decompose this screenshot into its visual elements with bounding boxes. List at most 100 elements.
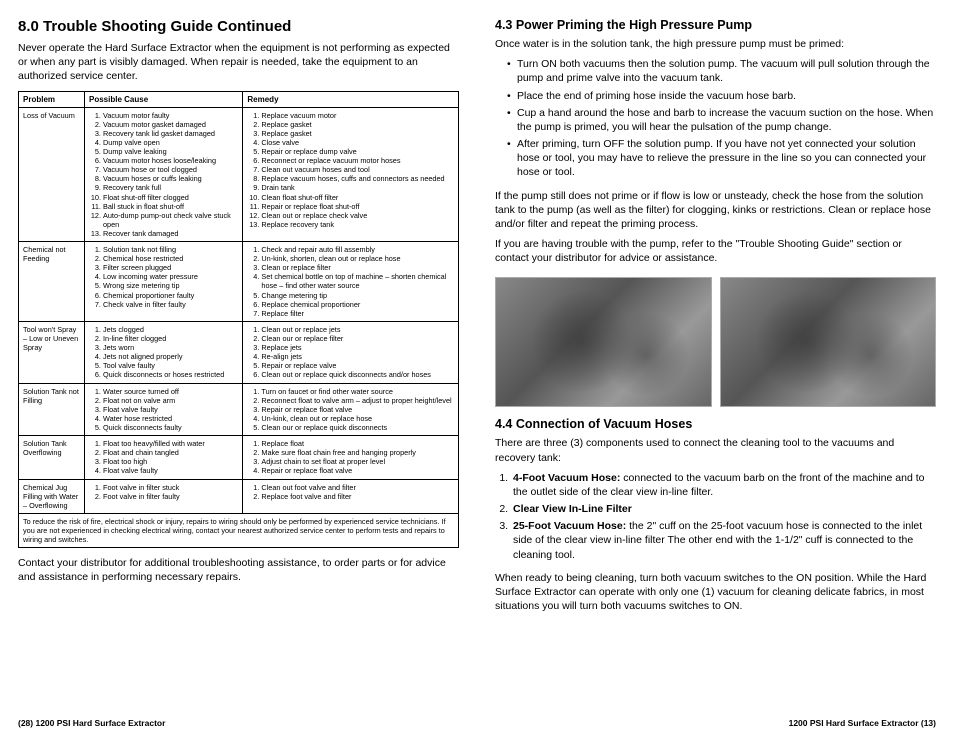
cause-item: Vacuum hose or tool clogged [103,165,238,174]
cell-problem: Solution Tank not Filling [19,383,85,436]
th-cause: Possible Cause [85,91,243,107]
remedy-item: Replace gasket [261,120,454,129]
table-footnote: To reduce the risk of fire, electrical s… [19,513,459,547]
cause-item: Water source turned off [103,387,238,396]
cause-item: Quick disconnects or hoses restricted [103,370,238,379]
cell-cause: Vacuum motor faultyVacuum motor gasket d… [85,107,243,242]
cause-item: Float not on valve arm [103,396,238,405]
remedy-item: Repair or replace float valve [261,405,454,414]
cause-item: Float valve faulty [103,466,238,475]
cause-item: Water hose restricted [103,414,238,423]
cause-item: Vacuum motor gasket damaged [103,120,238,129]
remedy-item: Make sure float chain free and hanging p… [261,448,454,457]
remedy-item: Replace gasket [261,129,454,138]
bullet-item: Place the end of priming hose inside the… [507,89,936,103]
cause-item: Dump valve leaking [103,147,238,156]
numbered-item: 4-Foot Vacuum Hose: connected to the vac… [511,471,936,499]
cause-item: Ball stuck in float shut-off [103,202,238,211]
remedy-item: Clean our or replace quick disconnects [261,423,454,432]
th-problem: Problem [19,91,85,107]
image-row [495,277,936,407]
cause-item: Jets worn [103,343,238,352]
remedy-item: Replace recovery tank [261,220,454,229]
cell-problem: Tool won't Spray – Low or Uneven Spray [19,321,85,383]
cause-item: Float and chain tangled [103,448,238,457]
remedy-item: Repair or replace valve [261,361,454,370]
numbered-item: Clear View In-Line Filter [511,502,936,516]
cause-item: Jets not aligned properly [103,352,238,361]
cause-item: Solution tank not filling [103,245,238,254]
troubleshooting-table: Problem Possible Cause Remedy Loss of Va… [18,91,459,548]
cause-item: Vacuum motor faulty [103,111,238,120]
remedy-item: Replace jets [261,343,454,352]
bullet-item: Cup a hand around the hose and barb to i… [507,106,936,134]
cell-problem: Chemical not Feeding [19,242,85,322]
cell-cause: Float too heavy/filled with waterFloat a… [85,436,243,479]
cell-remedy: Replace floatMake sure float chain free … [243,436,459,479]
cause-item: Check valve in filter faulty [103,300,238,309]
table-row: Tool won't Spray – Low or Uneven Spray Je… [19,321,459,383]
cell-problem: Solution Tank Overflowing [19,436,85,479]
footer-right: 1200 PSI Hard Surface Extractor (13) [789,718,936,728]
table-row: Chemical not FeedingSolution tank not fi… [19,242,459,322]
cause-item: Recover tank damaged [103,229,238,238]
cause-item: Tool valve faulty [103,361,238,370]
section-title-44: 4.4 Connection of Vacuum Hoses [495,417,936,431]
s43-p1: If the pump still does not prime or if f… [495,189,936,232]
s43-p2: If you are having trouble with the pump,… [495,237,936,265]
remedy-item: Repair or replace dump valve [261,147,454,156]
remedy-item: Set chemical bottle on top of machine – … [261,272,454,290]
remedy-item: Repair or replace float valve [261,466,454,475]
page-left: 8.0 Trouble Shooting Guide Continued Nev… [0,0,477,738]
cause-item: Recovery tank lid gasket damaged [103,129,238,138]
remedy-item: Clean our or replace filter [261,334,454,343]
cell-cause: Foot valve in filter stuckFoot valve in … [85,479,243,513]
remedy-item: Clean out or replace jets [261,325,454,334]
table-row: Chemical Jug Filling with Water – Overfl… [19,479,459,513]
remedy-item: Clean float shut-off filter [261,193,454,202]
closing-paragraph: Contact your distributor for additional … [18,556,459,584]
remedy-item: Replace vacuum motor [261,111,454,120]
cause-item: Float too high [103,457,238,466]
remedy-item: Clean out or replace check valve [261,211,454,220]
remedy-item: Repair or replace float shut-off [261,202,454,211]
photo-placeholder-1 [495,277,712,407]
s44-numbered-list: 4-Foot Vacuum Hose: connected to the vac… [511,471,936,565]
cell-problem: Chemical Jug Filling with Water – Overfl… [19,479,85,513]
cause-item: Jets clogged [103,325,238,334]
cell-remedy: Clean out or replace jetsClean our or re… [243,321,459,383]
photo-placeholder-2 [720,277,937,407]
remedy-item: Clean or replace filter [261,263,454,272]
remedy-item: Close valve [261,138,454,147]
cell-remedy: Clean out foot valve and filterReplace f… [243,479,459,513]
page-right: 4.3 Power Priming the High Pressure Pump… [477,0,954,738]
cause-item: Recovery tank full [103,183,238,192]
cause-item: Float shut-off filter clogged [103,193,238,202]
section-title-80: 8.0 Trouble Shooting Guide Continued [18,18,459,35]
remedy-item: Check and repair auto fill assembly [261,245,454,254]
cause-item: Chemical hose restricted [103,254,238,263]
bullet-item: Turn ON both vacuums then the solution p… [507,57,936,85]
table-row: Solution Tank not Filling Water source tu… [19,383,459,436]
cause-item: Foot valve in filter stuck [103,483,238,492]
remedy-item: Reconnect or replace vacuum motor hoses [261,156,454,165]
cause-item: Dump valve open [103,138,238,147]
remedy-item: Clean out vacuum hoses and tool [261,165,454,174]
bullet-item: After priming, turn OFF the solution pum… [507,137,936,180]
footer-left: (28) 1200 PSI Hard Surface Extractor [18,718,165,728]
remedy-item: Un-kink, shorten, clean out or replace h… [261,254,454,263]
numbered-item: 25-Foot Vacuum Hose: the 2" cuff on the … [511,519,936,562]
remedy-item: Adjust chain to set float at proper leve… [261,457,454,466]
section-title-43: 4.3 Power Priming the High Pressure Pump [495,18,936,32]
table-row: Solution Tank OverflowingFloat too heavy… [19,436,459,479]
cell-cause: Solution tank not fillingChemical hose r… [85,242,243,322]
cell-problem: Loss of Vacuum [19,107,85,242]
cause-item: Low incoming water pressure [103,272,238,281]
table-row: Loss of VacuumVacuum motor faultyVacuum … [19,107,459,242]
remedy-item: Drain tank [261,183,454,192]
remedy-item: Replace float [261,439,454,448]
cell-remedy: Replace vacuum motorReplace gasketReplac… [243,107,459,242]
cause-item: Auto-dump pump-out check valve stuck ope… [103,211,238,229]
intro-paragraph: Never operate the Hard Surface Extractor… [18,41,459,84]
cell-remedy: Turn on faucet or find other water sourc… [243,383,459,436]
